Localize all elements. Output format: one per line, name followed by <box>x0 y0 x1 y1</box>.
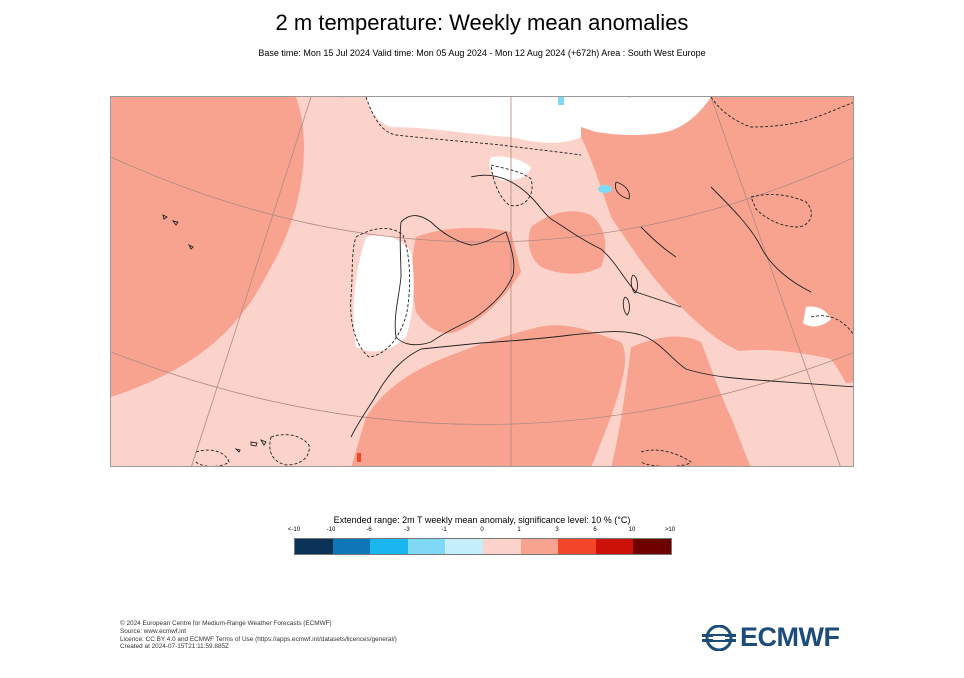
legend-swatch <box>295 539 333 554</box>
france-neutral-zone <box>489 156 531 181</box>
legend-swatch <box>633 539 671 554</box>
legend-swatch <box>520 539 559 554</box>
central-europe-neutral-zone <box>581 97 711 136</box>
ecmwf-logo-text: ECMWF <box>740 622 840 652</box>
legend-tick: -6 <box>366 527 372 533</box>
legend-colorbar <box>294 538 672 555</box>
ecmwf-logo: ECMWF <box>702 622 840 653</box>
western-med-warm-zone <box>528 211 606 274</box>
aegean-neutral-zone <box>803 306 831 327</box>
legend-tick: -3 <box>404 527 410 533</box>
sahara-warm-zone <box>611 336 751 466</box>
legend-tick: 6 <box>593 527 597 533</box>
cold-patch-alps <box>598 185 612 193</box>
west-iberia-neutral-zone <box>353 235 414 352</box>
legend-swatch <box>445 539 483 554</box>
iberia-warm-zone <box>412 227 521 334</box>
licence-text: Licence: CC BY 4.0 and ECMWF Terms of Us… <box>120 635 397 643</box>
atlantic-islands <box>162 214 267 453</box>
legend-swatch <box>407 539 446 554</box>
anomaly-map <box>110 96 854 467</box>
copyright-text: © 2024 European Centre for Medium-Range … <box>120 620 332 627</box>
legend-tick: 10 <box>628 527 636 533</box>
legend-tick: 0 <box>480 527 484 533</box>
north-africa-warm-zone <box>351 325 626 466</box>
legend-swatch <box>558 539 596 554</box>
legend-swatch <box>370 539 408 554</box>
significance-contours <box>195 97 853 466</box>
legend-swatch <box>595 539 634 554</box>
legend-swatch <box>482 539 521 554</box>
legend-tick: 3 <box>555 527 559 533</box>
legend-tick: <-10 <box>287 527 301 533</box>
chart-title: 2 m temperature: Weekly mean anomalies <box>275 10 689 35</box>
source-text: Source: www.ecmwf.int <box>120 627 187 635</box>
legend-tick: 1 <box>517 527 521 533</box>
cold-patch-north <box>558 97 564 105</box>
legend-tick: -1 <box>441 527 447 533</box>
legend-tick: >10 <box>664 527 676 533</box>
hot-patch-west-africa <box>357 453 361 462</box>
atlantic-warm-zone <box>111 97 304 397</box>
east-med-light-zone <box>731 349 853 427</box>
north-europe-neutral-zone <box>366 97 581 143</box>
central-med-warm-zone <box>581 97 853 385</box>
footer: © 2024 European Centre for Medium-Range … <box>120 620 397 651</box>
legend-tick: -10 <box>326 527 336 533</box>
created-text: Created at 2024-07-15T21:11:59.885Z <box>120 643 229 651</box>
chart-subtitle: Base time: Mon 15 Jul 2024 Valid time: M… <box>258 48 706 58</box>
legend-swatch <box>332 539 371 554</box>
coastlines <box>350 174 853 438</box>
legend-ticks: <-10 -10 -6 -3 -1 0 1 3 6 10 >10 <box>280 527 690 537</box>
legend-title: Extended range: 2m T weekly mean anomaly… <box>333 515 631 525</box>
map-canvas <box>111 97 853 466</box>
ecmwf-logo-icon <box>702 624 736 651</box>
